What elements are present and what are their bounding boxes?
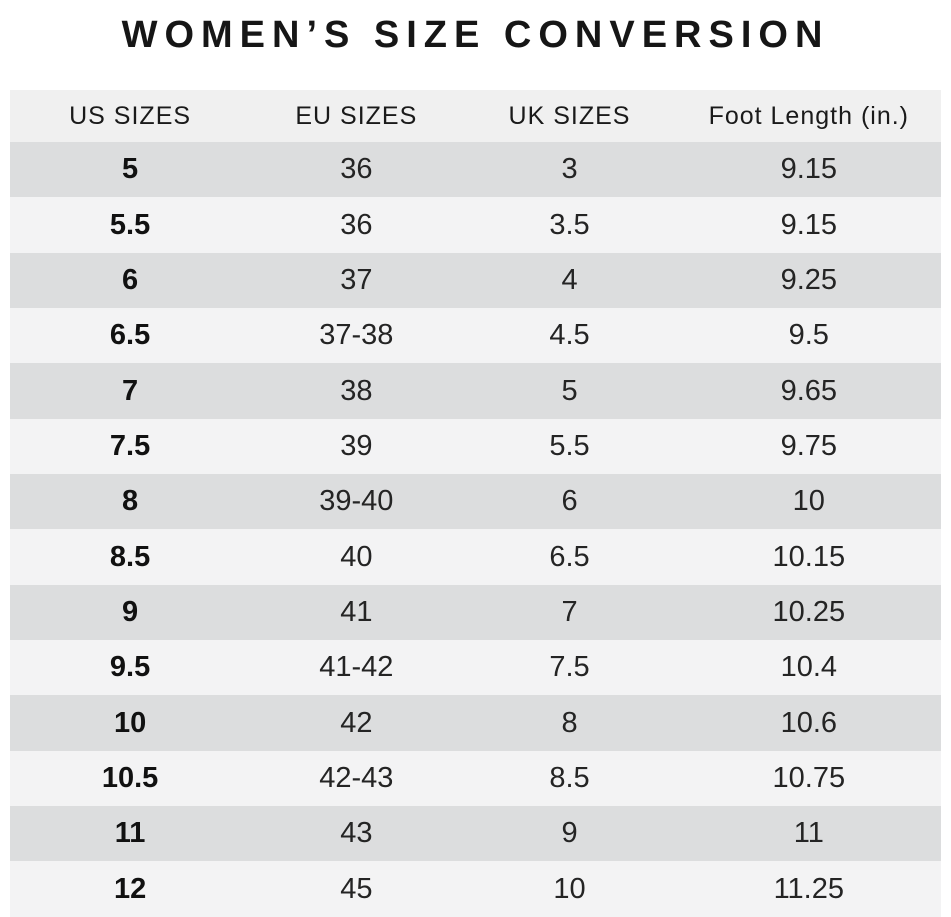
size-cell: 7 [561,595,578,628]
us-size-cell: 11 [114,817,146,850]
size-cell: 7.5 [549,651,590,684]
size-cell: 11.25 [773,872,844,905]
us-size-cell: 5 [122,153,139,186]
header-row: US SIZES EU SIZES UK SIZES Foot Length (in.… [10,90,941,142]
size-cell: 10.15 [772,540,846,573]
size-cell: 9.65 [780,374,838,407]
size-cell: 10 [792,485,825,518]
size-cell: 45 [340,872,373,905]
us-size-cell: 6.5 [109,319,151,352]
size-cell: 10 [553,872,586,905]
table-row: 8 39-40 6 10 [10,474,941,530]
size-cell: 39 [340,429,373,462]
size-cell: 3 [561,153,578,186]
size-cell: 8.5 [549,761,590,794]
page-title: WOMEN’S SIZE CONVERSION [121,14,830,56]
table-row: 5.5 36 3.5 9.15 [10,197,941,253]
us-size-cell: 12 [113,872,147,905]
size-cell: 10.6 [780,706,838,739]
size-conversion-table: US SIZES EU SIZES UK SIZES Foot Length (in.… [10,90,941,917]
size-cell: 36 [340,208,373,241]
table-row: 10.5 42-43 8.5 10.75 [10,750,941,807]
size-cell: 10.75 [772,761,846,794]
table-row: 6.5 37-38 4.5 9.5 [10,308,941,364]
us-size-cell: 10 [113,706,147,739]
table-row: 9 41 7 10.25 [10,584,941,641]
table-row: 5 36 3 9.15 [10,142,941,198]
us-size-cell: 7.5 [109,429,151,462]
size-cell: 5 [561,374,578,407]
size-cell: 4.5 [549,319,590,352]
size-cell: 9.25 [780,263,838,296]
size-cell: 9.15 [780,208,838,241]
size-cell: 9.15 [780,153,838,186]
table-row: 8.5 40 6.5 10.15 [10,529,941,585]
table-header: US SIZES EU SIZES UK SIZES Foot Length (in.… [10,90,941,142]
column-header: EU SIZES [250,90,463,142]
size-cell: 11 [793,817,824,850]
table-row: 6 37 4 9.25 [10,252,941,309]
size-cell: 38 [340,374,373,407]
size-cell: 6.5 [549,540,590,573]
size-cell: 37-38 [319,319,394,352]
us-size-cell: 7 [122,374,139,407]
size-cell: 43 [340,817,373,850]
size-cell: 3.5 [549,208,590,241]
table-row: 7 38 5 9.65 [10,363,941,419]
conversion-table-container: US SIZES EU SIZES UK SIZES Foot Length (in.… [10,90,941,917]
column-header: US SIZES [10,90,251,142]
size-cell: 39-40 [319,485,394,518]
size-cell: 40 [340,540,373,573]
table-row: 12 45 10 11.25 [10,861,941,917]
table-body: 5 36 3 9.15 5.5 36 3.5 9.15 6 37 4 9.25 6.5 37-38 4.5 9… [10,142,941,917]
us-size-cell: 9.5 [109,651,151,684]
size-cell: 9 [561,817,578,850]
column-header: Foot Length (in.) [676,90,941,142]
size-cell: 4 [561,263,578,296]
size-cell: 37 [340,263,373,296]
table-row: 9.5 41-42 7.5 10.4 [10,640,941,696]
size-cell: 41 [340,595,373,628]
size-cell: 5.5 [549,429,590,462]
size-cell: 9.75 [780,429,838,462]
table-row: 7.5 39 5.5 9.75 [10,418,941,475]
us-size-cell: 8 [122,485,139,518]
size-cell: 41-42 [319,651,394,684]
table-row: 10 42 8 10.6 [10,695,941,751]
size-cell: 42 [340,706,373,739]
us-size-cell: 5.5 [109,208,151,241]
us-size-cell: 9 [122,595,139,628]
us-size-cell: 8.5 [109,540,151,573]
us-size-cell: 10.5 [101,761,159,794]
column-header: UK SIZES [462,90,677,142]
size-cell: 10.25 [772,595,846,628]
us-size-cell: 6 [122,263,139,296]
size-cell: 8 [561,706,578,739]
size-cell: 42-43 [319,761,394,794]
size-cell: 10.4 [780,651,838,684]
size-cell: 36 [340,153,373,186]
size-cell: 9.5 [788,319,829,352]
size-cell: 6 [561,485,578,518]
table-row: 11 43 9 11 [10,806,941,862]
